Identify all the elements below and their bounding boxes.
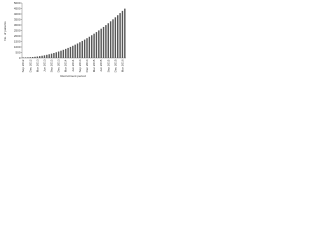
bar [88,36,91,58]
bar [98,30,100,58]
bar [41,55,43,58]
bar [24,57,27,58]
bar [86,38,88,58]
bar [34,56,36,58]
x-tick-label: Sep 2013 [50,59,54,72]
page: {"chart_data": {"type": "bar", "x_label"… [0,0,320,80]
bar [67,47,69,58]
bar [124,8,126,58]
bar [79,42,81,58]
y-tick-label: 500 [15,51,20,55]
x-tick-label: Jun 2013 [42,59,46,72]
y-tick-label: 2500 [14,29,21,33]
bar [81,40,83,58]
x-axis-title: Recruitment period [60,74,86,78]
bar [65,48,67,58]
y-axis-title: No. of patients [3,21,7,41]
bar [39,56,41,58]
bar [29,57,31,58]
bar [69,46,72,58]
y-tick-label: 2000 [14,34,21,38]
x-tick-label: Dec 2014 [85,59,89,72]
bar [57,51,60,58]
y-tick-label: 4500 [14,7,21,11]
bar [107,23,109,59]
bar [36,56,39,58]
x-tick-label: Mar 2013 [35,59,39,72]
bar [100,28,102,58]
bar [91,35,93,58]
bar [112,19,114,59]
x-tick-label: Dec 2013 [57,59,61,72]
bar [102,26,105,58]
bar [117,15,119,59]
y-tick-label: 0 [19,56,21,60]
bar [109,21,112,58]
y-tick-label: 4000 [14,12,21,16]
bar [62,49,65,58]
x-tick-label: Dec 2015 [113,59,117,72]
bar [76,43,79,58]
x-tick-label: Sep 2014 [78,59,82,72]
bar [46,54,48,58]
y-tick-label: 1500 [14,40,21,44]
x-tick-label: Sep 2012 [21,59,25,72]
bar [31,57,34,58]
bar [53,52,55,58]
bar [27,57,29,58]
bar [93,33,95,58]
x-tick-label: Jun 2014 [71,59,75,72]
x-tick-label: Mar 2016 [120,59,124,72]
x-tick-label: Mar 2015 [92,59,96,72]
bar [60,50,62,58]
x-tick-label: Sep 2015 [106,59,110,72]
bar [22,57,24,58]
y-tick-label: 3500 [14,18,21,22]
bar [55,52,57,58]
bar [83,39,86,58]
y-tick-label: 3000 [14,23,21,27]
y-tick-label: 1000 [14,45,21,49]
bar [114,17,117,58]
y-tick-label: 5000 [14,1,21,5]
bar [105,25,107,58]
x-tick-label: Mar 2014 [64,59,68,72]
bar [121,10,124,58]
bar [74,44,76,58]
bar [119,13,121,58]
bar [95,32,98,58]
x-tick-label: Dec 2012 [28,59,32,72]
bar [50,53,53,58]
bar [43,55,46,58]
x-tick-label: Jun 2015 [99,59,103,72]
bar [48,54,50,58]
bar [72,45,74,58]
